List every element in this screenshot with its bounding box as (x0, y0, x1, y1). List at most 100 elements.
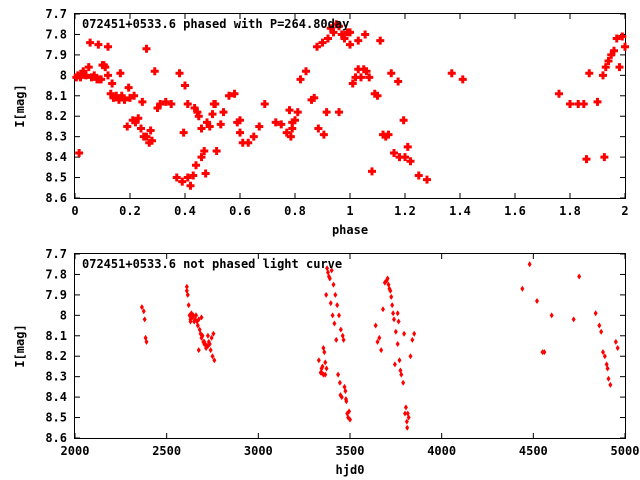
y-tick-label: 8.1 (45, 329, 67, 343)
data-point (313, 42, 321, 51)
data-point (236, 128, 244, 137)
data-point (395, 340, 400, 347)
phased-plot-title: 072451+0533.6 phased with P=264.80day (82, 17, 349, 31)
data-point (322, 349, 327, 356)
data-point (209, 334, 214, 341)
unphased-plot-frame (74, 253, 626, 439)
data-point (373, 322, 378, 329)
data-point (365, 73, 374, 82)
data-point (346, 40, 354, 49)
data-point (605, 365, 610, 372)
data-point (167, 99, 176, 108)
data-point (403, 404, 408, 411)
data-point (138, 97, 147, 106)
x-tick-label: 0.2 (119, 204, 141, 218)
data-point (447, 69, 456, 78)
data-point (183, 173, 192, 182)
data-point (302, 67, 310, 76)
data-point (322, 108, 331, 117)
phased-light-curve-panel: 0 0.2 0.4 0.6 0.8 1 1.2 1.4 1.6 1.8 2 7.7 7.8 7.9 8 8.… (13, 7, 629, 237)
data-point (376, 36, 385, 45)
x-tick-label: 0.8 (284, 204, 306, 218)
data-point (335, 22, 343, 31)
data-point (392, 361, 397, 368)
data-point (142, 316, 147, 323)
data-point (362, 67, 371, 76)
data-point (348, 416, 352, 423)
data-point (336, 371, 341, 378)
data-point (249, 132, 258, 141)
data-point (405, 424, 410, 431)
data-point (197, 153, 206, 162)
data-point (555, 89, 563, 98)
data-point (190, 104, 199, 113)
data-point (208, 110, 217, 119)
x-tick-label: 3500 (336, 444, 365, 458)
data-point (225, 91, 233, 100)
data-point (260, 99, 269, 108)
phased-y-axis-label: I[mag] (13, 84, 27, 127)
data-point (585, 69, 594, 78)
data-point (612, 34, 621, 43)
data-point (593, 310, 598, 317)
data-point (391, 310, 396, 317)
data-point (608, 381, 613, 388)
data-point (139, 304, 144, 311)
data-point (405, 410, 410, 417)
x-tick-label: 1.2 (394, 204, 416, 218)
data-point (618, 32, 627, 41)
x-tick-label: 0.6 (229, 204, 251, 218)
x-tick-label: 1.6 (504, 204, 526, 218)
data-point (399, 116, 408, 125)
data-point (377, 334, 382, 341)
x-tick-label: 4000 (427, 444, 456, 458)
y-tick-label: 7.8 (45, 267, 67, 281)
data-point (606, 375, 611, 382)
data-point (337, 30, 346, 39)
data-point (106, 89, 115, 98)
data-point (131, 118, 140, 127)
data-point (193, 108, 202, 117)
data-point (390, 302, 395, 309)
data-point (109, 93, 118, 102)
data-point (142, 132, 151, 141)
data-point (209, 99, 218, 108)
data-point (385, 275, 390, 282)
data-point (161, 97, 170, 106)
data-point (601, 349, 605, 356)
data-point (94, 40, 103, 49)
data-point (203, 118, 211, 127)
data-point (410, 336, 415, 343)
data-point (196, 347, 201, 354)
data-point (319, 130, 328, 139)
data-point (601, 63, 610, 72)
data-point (549, 312, 554, 319)
data-point (397, 357, 402, 364)
unphased-y-axis-label: I[mag] (13, 324, 27, 367)
data-point (210, 353, 215, 360)
unphased-light-curve-panel: 2000 2500 3000 3500 4000 4500 5000 7.7 7.8 7.9 8 8… (13, 247, 639, 477)
y-tick-label: 8.3 (45, 130, 67, 144)
data-point (604, 57, 613, 66)
data-point (520, 285, 525, 292)
data-point (332, 20, 341, 29)
data-point (145, 138, 154, 147)
data-point (192, 161, 200, 170)
data-point (116, 69, 125, 78)
data-point (90, 71, 99, 80)
data-point (329, 28, 338, 37)
data-point (334, 336, 339, 343)
data-point (104, 71, 112, 80)
x-tick-label: 1 (346, 204, 353, 218)
data-point (93, 75, 101, 84)
data-point (357, 73, 365, 82)
x-tick-label: 1.4 (449, 204, 471, 218)
data-point (310, 93, 319, 102)
data-point (338, 326, 343, 333)
data-point (318, 38, 327, 47)
data-point (389, 293, 394, 300)
data-point (291, 116, 299, 125)
y-tick-label: 7.9 (45, 288, 67, 302)
data-point (195, 322, 200, 329)
